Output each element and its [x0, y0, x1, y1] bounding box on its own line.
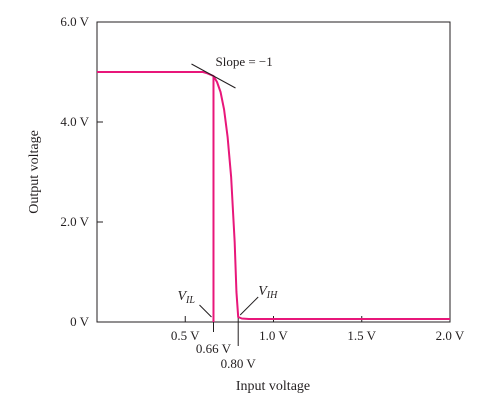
- slope-tangent-line: [191, 63, 236, 89]
- slope-annotation: Slope = −1: [215, 54, 272, 69]
- x-axis-ticks: 0.5 V 1.0 V 1.5 V 2.0 V: [171, 316, 465, 343]
- y-axis-ticks: 0 V 2.0 V 4.0 V 6.0 V: [60, 14, 103, 329]
- y-tick-label: 2.0 V: [60, 214, 89, 229]
- vih-leader-line: [239, 296, 259, 316]
- x-tick-label: 2.0 V: [436, 328, 465, 343]
- vil-main: V: [177, 289, 187, 304]
- y-axis-title: Output voltage: [27, 130, 42, 214]
- series-group: [97, 71, 450, 320]
- vih-subscript: IH: [266, 290, 278, 301]
- x-tick-label: 1.0 V: [259, 328, 288, 343]
- plot-frame: [96, 21, 451, 323]
- y-tick-label: 4.0 V: [60, 114, 89, 129]
- x-tick-label: 1.5 V: [347, 328, 376, 343]
- series-line: [97, 71, 450, 320]
- y-tick-label: 6.0 V: [60, 14, 89, 29]
- vertical-marker-label: 0.80 V: [221, 356, 257, 371]
- vil-leader-line: [199, 304, 212, 318]
- vih-annotation: VIH: [258, 284, 278, 301]
- y-tick-label: 0 V: [70, 314, 90, 329]
- vil-annotation: VIL: [177, 289, 195, 306]
- vih-main: V: [258, 284, 268, 299]
- vertical-markers: 0.66 V0.80 V: [196, 76, 256, 371]
- x-axis-title: Input voltage: [236, 379, 310, 394]
- vil-subscript: IL: [185, 295, 195, 306]
- x-tick-label: 0.5 V: [171, 328, 200, 343]
- vertical-marker-label: 0.66 V: [196, 341, 232, 356]
